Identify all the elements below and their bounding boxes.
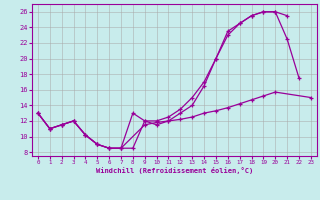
X-axis label: Windchill (Refroidissement éolien,°C): Windchill (Refroidissement éolien,°C) — [96, 167, 253, 174]
